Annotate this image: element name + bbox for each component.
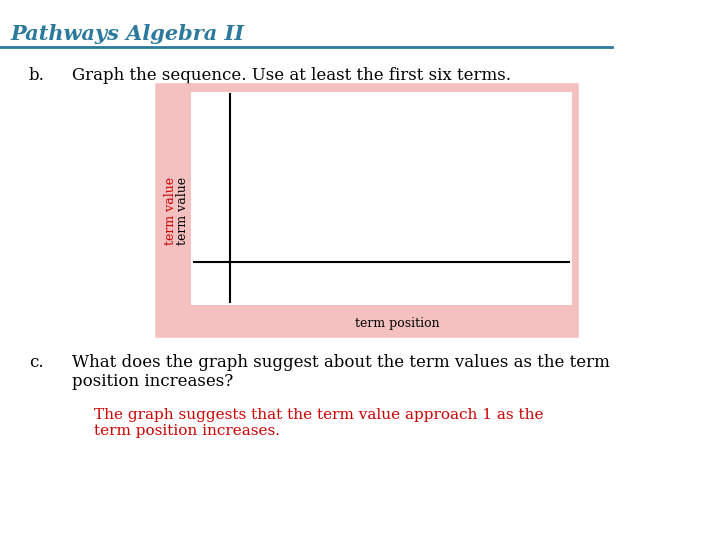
Text: term position: term position [356,318,440,330]
Text: b.: b. [29,68,45,84]
Text: 25: 25 [675,506,693,520]
Text: term value: term value [176,177,189,245]
Text: c.: c. [29,354,43,370]
Text: The graph suggests that the term value approach 1 as the
term position increases: The graph suggests that the term value a… [94,408,543,438]
Text: Graph the sequence. Use at least the first six terms.: Graph the sequence. Use at least the fir… [72,68,511,84]
Text: term value: term value [164,177,177,245]
Text: © 2017 CARLSON & O'BRYAN: © 2017 CARLSON & O'BRYAN [251,506,469,520]
Text: What does the graph suggest about the term values as the term
position increases: What does the graph suggest about the te… [72,354,610,390]
Text: Pathways Algebra II: Pathways Algebra II [11,24,245,44]
Text: Inv 3.1: Inv 3.1 [566,506,615,520]
